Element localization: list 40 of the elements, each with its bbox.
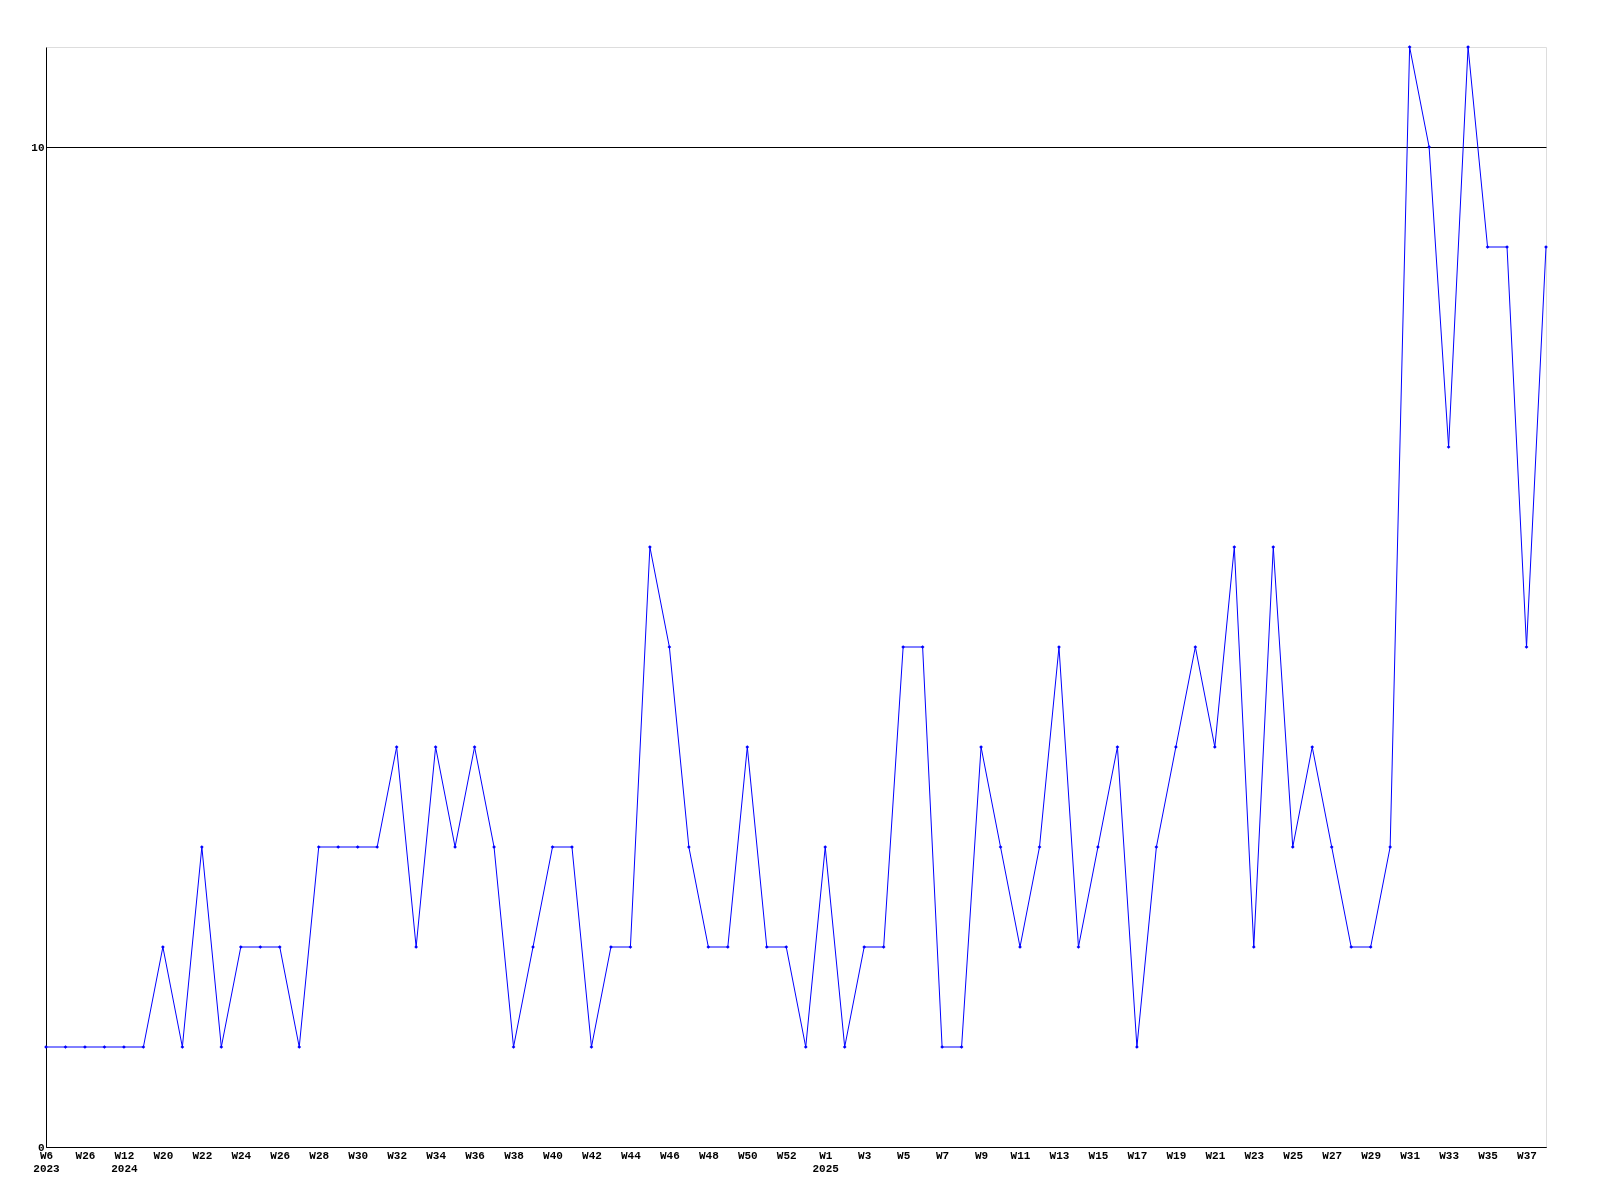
x-tick-label: W12 2024 bbox=[111, 1149, 139, 1175]
x-tick-label: W11 bbox=[1010, 1149, 1031, 1162]
y-tick-label: 10 bbox=[31, 141, 45, 154]
x-tick-label: W5 bbox=[897, 1149, 911, 1162]
x-tick-label: W25 bbox=[1283, 1149, 1304, 1162]
x-tick-label: W29 bbox=[1361, 1149, 1382, 1162]
x-tick-label: W44 bbox=[621, 1149, 642, 1162]
x-tick-label: W46 bbox=[659, 1149, 680, 1162]
x-tick-label: W42 bbox=[582, 1149, 602, 1162]
x-tick-label: W37 bbox=[1517, 1149, 1537, 1162]
x-tick-label: W19 bbox=[1166, 1149, 1187, 1162]
x-tick-label: W30 bbox=[348, 1149, 369, 1162]
x-tick-label: W3 bbox=[858, 1149, 872, 1162]
x-tick-label: W26 bbox=[75, 1149, 96, 1162]
x-tick-label: W7 bbox=[936, 1149, 950, 1162]
x-tick-label: W50 bbox=[737, 1149, 758, 1162]
x-tick-label: W40 bbox=[543, 1149, 563, 1162]
x-tick-label: W28 bbox=[309, 1149, 330, 1162]
x-tick-label: W1 2025 bbox=[812, 1149, 840, 1175]
x-tick-label: W22 bbox=[192, 1149, 213, 1162]
x-tick-label: W26 bbox=[270, 1149, 291, 1162]
x-tick-label: W33 bbox=[1439, 1149, 1460, 1162]
x-tick-label: W24 bbox=[231, 1149, 252, 1162]
x-tick-label: W20 bbox=[153, 1149, 174, 1162]
x-tick-label: W36 bbox=[465, 1149, 485, 1162]
x-tick-label: W31 bbox=[1400, 1149, 1421, 1162]
x-tick-label: W48 bbox=[698, 1149, 720, 1162]
x-tick-label: W34 bbox=[426, 1149, 447, 1162]
x-tick-label: W15 bbox=[1088, 1149, 1109, 1162]
x-tick-label: W13 bbox=[1049, 1149, 1070, 1162]
x-tick-label: W21 bbox=[1205, 1149, 1226, 1162]
x-tick-label: W17 bbox=[1127, 1149, 1148, 1162]
x-tick-label: W52 bbox=[776, 1149, 797, 1162]
x-tick-label: W23 bbox=[1244, 1149, 1265, 1162]
x-tick-label: W27 bbox=[1322, 1149, 1343, 1162]
x-tick-label: W35 bbox=[1478, 1149, 1499, 1162]
x-tick-label: W6 2023 bbox=[33, 1149, 61, 1175]
x-tick-label: W38 bbox=[504, 1149, 525, 1162]
x-tick-label: W9 bbox=[974, 1149, 989, 1162]
x-tick-label: W32 bbox=[387, 1149, 408, 1162]
